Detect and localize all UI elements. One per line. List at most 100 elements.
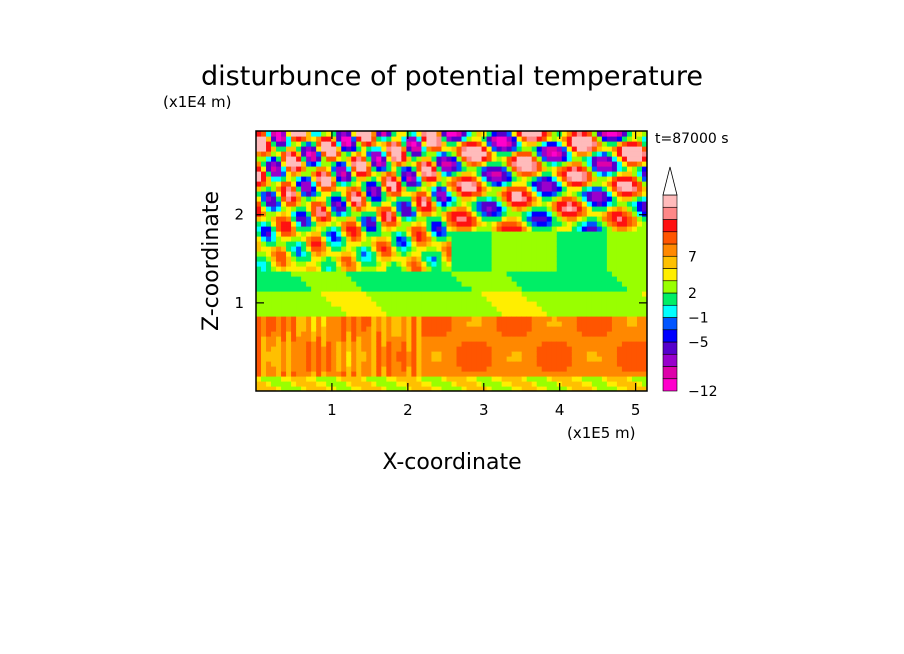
heatmap-cell — [586, 226, 593, 232]
heatmap-cell — [376, 306, 382, 312]
heatmap-cell — [406, 131, 412, 137]
heatmap-cell — [266, 311, 272, 317]
heatmap-cell — [356, 166, 362, 172]
heatmap-cell — [356, 356, 362, 362]
heatmap-cell — [406, 206, 412, 212]
heatmap-cell — [271, 236, 277, 242]
heatmap-cell — [496, 351, 503, 357]
heatmap-cell — [621, 326, 628, 332]
heatmap-cell — [311, 341, 317, 347]
heatmap-cell — [351, 236, 357, 242]
heatmap-cell — [631, 306, 638, 312]
heatmap-cell — [616, 216, 623, 222]
heatmap-cell — [336, 351, 342, 357]
heatmap-cell — [361, 366, 367, 372]
heatmap-cell — [641, 231, 647, 237]
heatmap-cell — [416, 361, 423, 367]
heatmap-cell — [431, 376, 438, 382]
heatmap-cell — [481, 246, 488, 252]
heatmap-cell — [406, 156, 412, 162]
heatmap-cell — [531, 226, 538, 232]
heatmap-cell — [446, 261, 453, 267]
heatmap-cell — [381, 186, 387, 192]
heatmap-cell — [546, 221, 553, 227]
heatmap-cell — [351, 256, 357, 262]
heatmap-cell — [506, 356, 513, 362]
heatmap-cell — [411, 236, 418, 242]
heatmap-cell — [536, 181, 543, 187]
heatmap-cell — [521, 256, 528, 262]
heatmap-cell — [456, 366, 463, 372]
heatmap-cell — [461, 291, 468, 297]
heatmap-cell — [456, 266, 463, 272]
heatmap-cell — [561, 361, 568, 367]
heatmap-cell — [431, 166, 438, 172]
heatmap-cell — [261, 231, 267, 237]
heatmap-cell — [556, 296, 563, 302]
heatmap-cell — [261, 256, 267, 262]
heatmap-cell — [591, 211, 598, 217]
heatmap-cell — [456, 251, 463, 257]
heatmap-cell — [311, 151, 317, 157]
heatmap-cell — [556, 271, 563, 277]
heatmap-cell — [281, 266, 287, 272]
heatmap-cell — [636, 326, 643, 332]
heatmap-cell — [346, 296, 352, 302]
heatmap-cell — [606, 161, 613, 167]
heatmap-cell — [511, 281, 518, 287]
heatmap-cell — [266, 346, 272, 352]
heatmap-cell — [591, 311, 598, 317]
heatmap-cell — [516, 191, 523, 197]
heatmap-cell — [421, 141, 428, 147]
heatmap-cell — [386, 331, 392, 337]
heatmap-cell — [601, 291, 608, 297]
colorbar-label: 2 — [688, 286, 697, 302]
heatmap-cell — [521, 161, 528, 167]
heatmap-cell — [351, 261, 357, 267]
heatmap-cell — [616, 161, 623, 167]
heatmap-cell — [596, 236, 603, 242]
heatmap-cell — [411, 281, 418, 287]
heatmap-cell — [376, 301, 382, 307]
heatmap-cell — [556, 306, 563, 312]
heatmap-cell — [616, 276, 623, 282]
heatmap-cell — [276, 336, 282, 342]
heatmap-cell — [291, 386, 297, 391]
heatmap-cell — [466, 181, 473, 187]
heatmap-cell — [631, 161, 638, 167]
heatmap-cell — [391, 256, 397, 262]
heatmap-cell — [301, 151, 307, 157]
heatmap-cell — [531, 311, 538, 317]
heatmap-cell — [511, 356, 518, 362]
heatmap-cell — [501, 291, 508, 297]
heatmap-cell — [296, 296, 302, 302]
heatmap-cell — [366, 176, 372, 182]
heatmap-cell — [346, 161, 352, 167]
heatmap-cell — [466, 346, 473, 352]
heatmap-cell — [641, 251, 647, 257]
heatmap-cell — [301, 276, 307, 282]
heatmap-cell — [576, 361, 583, 367]
heatmap-cell — [456, 281, 463, 287]
heatmap-cell — [536, 201, 543, 207]
heatmap-cell — [441, 251, 448, 257]
heatmap-cell — [386, 321, 392, 327]
heatmap-cell — [336, 331, 342, 337]
heatmap-cell — [536, 366, 543, 372]
heatmap-cell — [421, 316, 428, 322]
heatmap-cell — [621, 151, 628, 157]
heatmap-cell — [286, 261, 292, 267]
heatmap-cell — [381, 211, 387, 217]
heatmap-cell — [596, 311, 603, 317]
heatmap-cell — [326, 386, 332, 391]
heatmap-cell — [581, 276, 588, 282]
heatmap-cell — [611, 186, 618, 192]
heatmap-cell — [256, 281, 262, 287]
heatmap-cell — [611, 281, 618, 287]
heatmap-cell — [316, 226, 322, 232]
heatmap-cell — [601, 336, 608, 342]
heatmap-cell — [506, 171, 513, 177]
heatmap-cell — [456, 176, 463, 182]
heatmap-cell — [436, 231, 443, 237]
heatmap-cell — [616, 186, 623, 192]
